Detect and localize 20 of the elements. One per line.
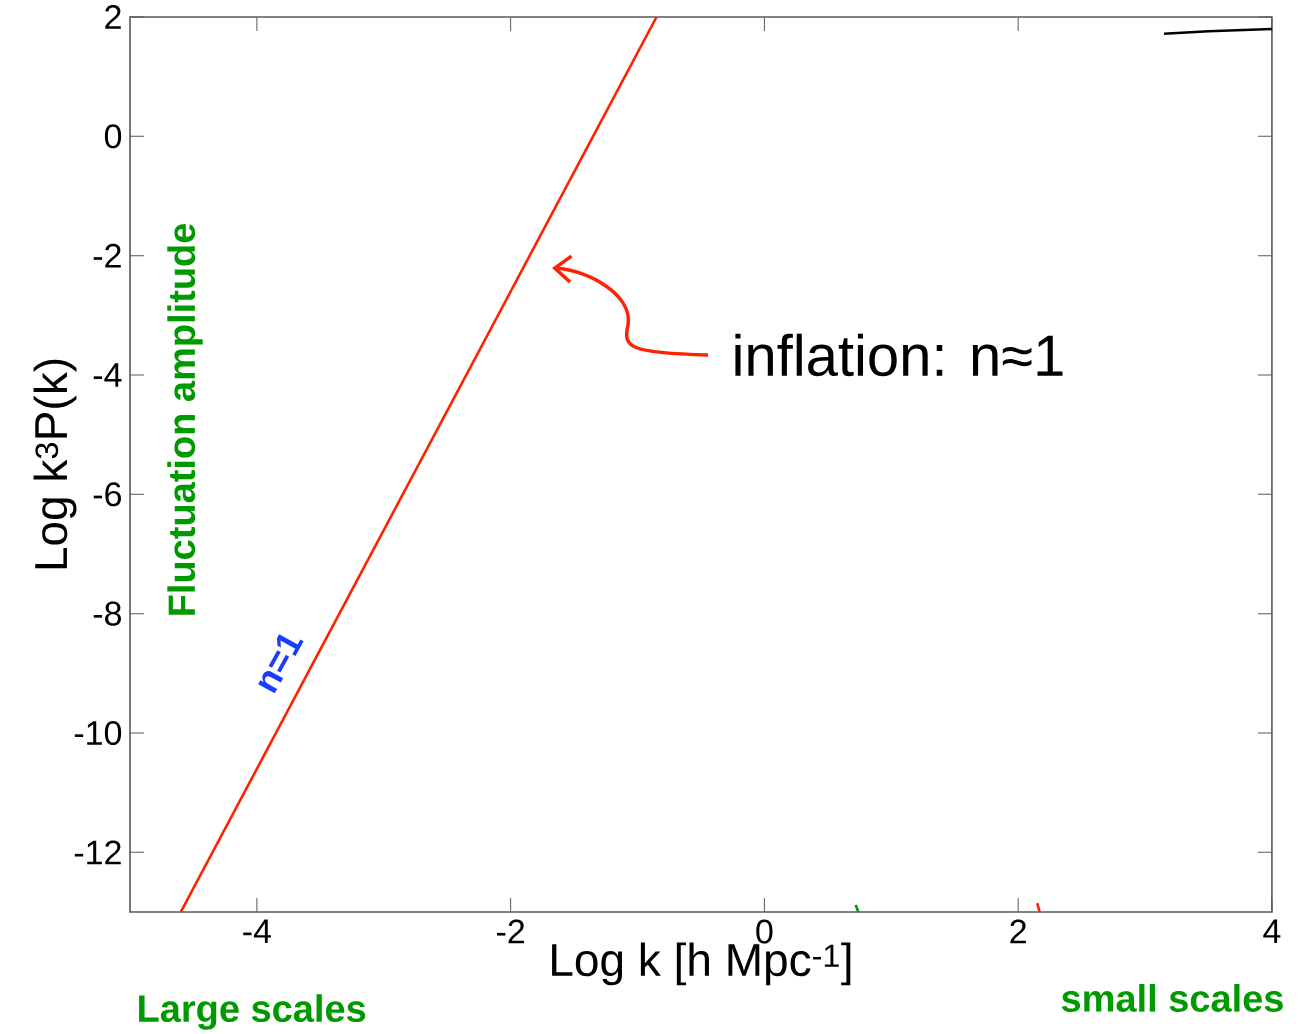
- annotation: inflation: n≈1: [735, 333, 1063, 377]
- y-tick-label: 0: [104, 124, 122, 149]
- annotation: n=1: [258, 634, 304, 694]
- y-tick-label: -10: [74, 720, 122, 746]
- x-axis-title: Log k [h Mpc$^{-1}$]: [552, 942, 851, 986]
- y-axis-title: Log k$^{3}$P(k): [33, 359, 77, 569]
- y-tick-label: 2: [105, 5, 121, 29]
- y-tick-label: -12: [74, 840, 121, 865]
- text: small scales: [1061, 984, 1283, 1012]
- y-tick-label: -6: [93, 482, 121, 507]
- y-tick-label: -8: [93, 601, 121, 626]
- y-tick-label: -4: [93, 363, 122, 387]
- x-tick-label: 4: [1263, 919, 1281, 943]
- text: Large scales: [139, 994, 366, 1030]
- annotation: Fluctuation amplitude: [167, 223, 203, 615]
- x-tick-label: 2: [1010, 919, 1026, 944]
- x-tick-label: -2: [497, 919, 525, 944]
- x-tick-label: 0: [756, 919, 773, 944]
- x-tick-label: -4: [243, 919, 271, 943]
- y-tick-label: -2: [93, 243, 121, 268]
